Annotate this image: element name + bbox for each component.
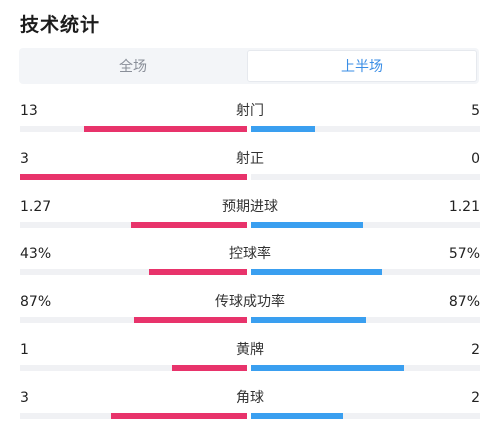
stat-label: 控球率 <box>229 246 271 262</box>
away-value: 2 <box>471 342 480 358</box>
away-bar-track <box>251 317 480 323</box>
home-bar-track <box>20 222 247 228</box>
home-value: 13 <box>20 103 38 119</box>
away-bar <box>251 413 343 419</box>
away-bar <box>251 269 382 275</box>
home-bar <box>149 269 247 275</box>
stat-row-shots: 13 射门 5 <box>20 102 480 138</box>
home-bar-track <box>20 174 247 180</box>
away-value: 1.21 <box>448 199 480 215</box>
away-bar-track <box>251 174 480 180</box>
home-bar <box>20 174 247 180</box>
home-value: 87% <box>20 294 52 310</box>
home-bar-track <box>20 317 247 323</box>
away-value: 2 <box>471 390 480 406</box>
stat-row-pass-accuracy: 87% 传球成功率 87% <box>20 293 480 329</box>
home-bar <box>133 317 247 323</box>
period-tabs: 全场 上半场 <box>19 48 479 84</box>
away-bar <box>251 365 405 371</box>
stat-label: 传球成功率 <box>215 294 285 310</box>
away-bar <box>251 126 316 132</box>
stat-label: 预期进球 <box>222 199 278 215</box>
page-title: 技术统计 <box>20 14 101 36</box>
away-bar-track <box>251 269 480 275</box>
stat-row-yellow-cards: 1 黄牌 2 <box>20 341 480 377</box>
away-value: 57% <box>448 246 480 262</box>
home-bar <box>110 413 247 419</box>
home-value: 1.27 <box>20 199 52 215</box>
away-bar-track <box>251 413 480 419</box>
tab-full-match[interactable]: 全场 <box>119 59 147 75</box>
stat-label: 射门 <box>236 103 264 119</box>
away-value: 5 <box>471 103 480 119</box>
away-bar <box>251 222 364 228</box>
home-bar-track <box>20 365 247 371</box>
stat-row-expected-goals: 1.27 预期进球 1.21 <box>20 198 480 234</box>
home-bar <box>83 126 247 132</box>
stat-label: 射正 <box>236 151 264 167</box>
stat-row-corners: 3 角球 2 <box>20 389 480 425</box>
away-bar-track <box>251 365 480 371</box>
home-value: 43% <box>20 246 52 262</box>
home-bar-track <box>20 126 247 132</box>
home-value: 3 <box>20 390 29 406</box>
home-bar-track <box>20 269 247 275</box>
away-value: 0 <box>471 151 480 167</box>
away-bar-track <box>251 222 480 228</box>
home-bar <box>172 365 247 371</box>
stat-label: 角球 <box>236 390 264 406</box>
tab-first-half[interactable]: 上半场 <box>247 50 477 82</box>
home-value: 3 <box>20 151 29 167</box>
home-bar-track <box>20 413 247 419</box>
home-value: 1 <box>20 342 29 358</box>
away-bar-track <box>251 126 480 132</box>
home-bar <box>131 222 247 228</box>
away-bar <box>251 317 366 323</box>
stat-row-shots-on-target: 3 射正 0 <box>20 150 480 186</box>
stat-label: 黄牌 <box>236 342 264 358</box>
stat-row-possession: 43% 控球率 57% <box>20 245 480 281</box>
away-value: 87% <box>448 294 480 310</box>
